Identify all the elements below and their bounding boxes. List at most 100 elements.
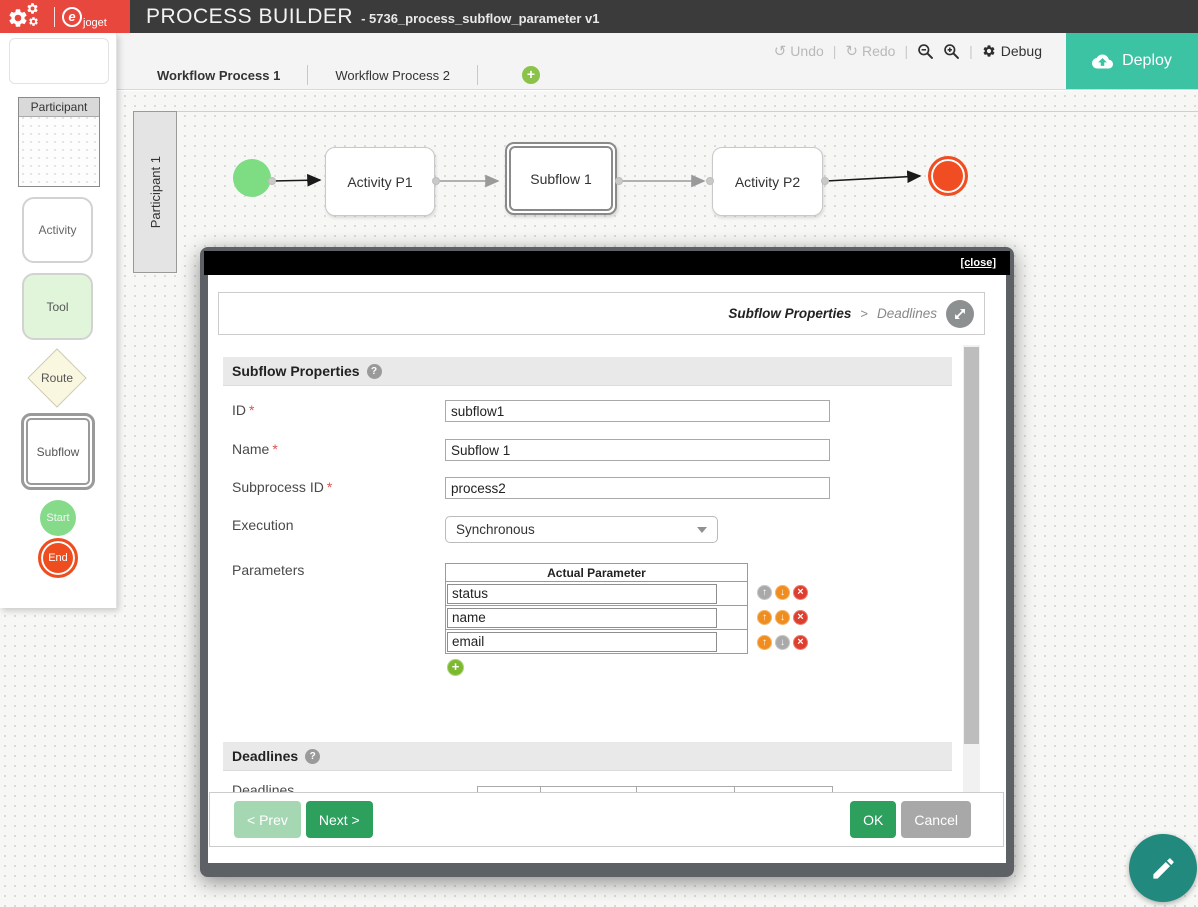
cloud-upload-icon	[1092, 51, 1113, 72]
ok-button[interactable]: OK	[850, 801, 897, 838]
edit-fab-button[interactable]	[1129, 834, 1197, 902]
prev-button[interactable]: < Prev	[234, 801, 301, 838]
pencil-icon	[1150, 855, 1177, 882]
add-parameter-button[interactable]: +	[447, 659, 464, 676]
execution-select[interactable]: Synchronous	[445, 516, 718, 543]
parameters-table: Actual Parameter	[445, 563, 748, 654]
deadlines-header-cell	[735, 786, 833, 793]
parameter-input-1[interactable]	[447, 583, 717, 604]
tab-workflow-process-1[interactable]: Workflow Process 1	[157, 67, 281, 83]
toolbar-separator: |	[904, 43, 909, 59]
debug-button[interactable]: Debug	[982, 43, 1042, 59]
palette-item-participant[interactable]: Participant	[18, 97, 100, 187]
connector-dot	[706, 177, 714, 185]
move-down-button[interactable]: ↓	[775, 610, 790, 625]
delete-row-button[interactable]: ×	[793, 635, 808, 650]
parameters-column-header: Actual Parameter	[445, 563, 748, 582]
lane-label: Participant 1	[147, 155, 163, 229]
zoom-out-icon	[917, 43, 934, 60]
parameter-input-3[interactable]	[447, 631, 717, 652]
row-actions-3: ↑ ↓ ×	[757, 635, 808, 650]
dialog-content: Subflow Properties > Deadlines Subflow P…	[208, 275, 1006, 863]
dialog-scroll-area: Subflow Properties ? ID* Name* Subproces…	[208, 345, 980, 793]
move-up-button[interactable]: ↑	[757, 635, 772, 650]
id-input[interactable]	[445, 400, 830, 422]
connector-dot	[615, 177, 623, 185]
palette-item-start[interactable]: Start	[40, 500, 76, 536]
dialog-footer: < Prev Next > OK Cancel	[209, 792, 1004, 847]
expand-icon	[951, 305, 969, 323]
palette-item-subflow[interactable]: Subflow	[21, 413, 95, 490]
breadcrumb-current: Subflow Properties	[728, 306, 852, 321]
gear-icon	[982, 44, 996, 58]
section-header-subflow-properties: Subflow Properties ?	[223, 357, 952, 386]
breadcrumb-target[interactable]: Deadlines	[876, 306, 937, 321]
shape-palette: Participant Activity Tool Route Subflow …	[0, 33, 117, 608]
move-down-button[interactable]: ↓	[775, 635, 790, 650]
tab-workflow-process-2[interactable]: Workflow Process 2	[335, 67, 450, 83]
toolbar-strip: ↺ Undo | ↻ Redo | | Debug Deploy Workflow …	[0, 33, 1198, 90]
add-process-button[interactable]: +	[521, 66, 540, 84]
delete-row-button[interactable]: ×	[793, 610, 808, 625]
subprocess-id-input[interactable]	[445, 477, 830, 499]
row-actions-1: ↑ ↓ ×	[757, 585, 808, 600]
brand-divider	[54, 6, 55, 27]
top-header-bar: e joget PROCESS BUILDER - 5736_process_s…	[0, 0, 1198, 33]
required-marker: *	[249, 402, 255, 418]
palette-item-tool[interactable]: Tool	[22, 273, 93, 340]
connector-dot	[821, 177, 829, 185]
properties-dialog: [close] Subflow Properties > Deadlines S…	[200, 247, 1014, 877]
deadlines-table-clipped	[477, 786, 833, 793]
help-icon[interactable]: ?	[366, 363, 382, 379]
deadlines-header-cell	[477, 786, 541, 793]
connector-dot	[432, 177, 440, 185]
table-row	[445, 581, 748, 606]
palette-preview-box	[9, 38, 109, 84]
start-event-node[interactable]	[233, 159, 271, 197]
palette-item-end[interactable]: End	[38, 538, 78, 578]
parameters-label: Parameters	[232, 562, 305, 578]
page-title: PROCESS BUILDER	[146, 4, 354, 28]
dialog-breadcrumb: Subflow Properties > Deadlines	[218, 292, 985, 335]
close-link[interactable]: [close]	[960, 257, 996, 269]
subflow-1-node[interactable]: Subflow 1	[505, 142, 617, 215]
cancel-button[interactable]: Cancel	[901, 801, 971, 838]
parameter-input-2[interactable]	[447, 607, 717, 628]
end-event-node[interactable]	[928, 156, 968, 196]
undo-button[interactable]: ↺ Undo	[773, 43, 824, 60]
joget-logo-icon: e	[62, 6, 82, 27]
toolbar-separator: |	[969, 43, 973, 59]
zoom-in-button[interactable]	[943, 43, 960, 60]
lane-participant-1[interactable]: Participant 1	[133, 111, 177, 273]
deploy-button[interactable]: Deploy	[1066, 33, 1198, 89]
required-marker: *	[326, 479, 333, 495]
section-header-deadlines: Deadlines ?	[223, 742, 952, 771]
name-input[interactable]	[445, 439, 830, 461]
delete-row-button[interactable]: ×	[793, 585, 808, 600]
redo-icon: ↻	[845, 43, 858, 60]
quick-toolbar: ↺ Undo | ↻ Redo | | Debug	[774, 42, 1042, 60]
joget-logo: e joget	[62, 5, 107, 29]
deadlines-field-label: Deadlines	[232, 782, 295, 793]
zoom-out-button[interactable]	[917, 43, 934, 60]
help-icon[interactable]: ?	[305, 748, 321, 764]
redo-button[interactable]: ↻ Redo	[845, 43, 896, 60]
palette-item-route[interactable]: Route	[25, 348, 89, 408]
activity-p1-node[interactable]: Activity P1	[325, 147, 435, 216]
expand-dialog-button[interactable]	[946, 299, 974, 328]
deadlines-header-cell	[637, 786, 735, 793]
dialog-scrollbar-thumb[interactable]	[964, 347, 979, 744]
toolbar-separator: |	[832, 43, 837, 59]
activity-p2-node[interactable]: Activity P2	[712, 147, 823, 216]
joget-logo-text: joget	[83, 16, 107, 29]
dialog-scrollbar-track	[963, 345, 980, 793]
move-up-button[interactable]: ↑	[757, 585, 772, 600]
palette-item-activity[interactable]: Activity	[22, 197, 93, 263]
move-up-button[interactable]: ↑	[757, 610, 772, 625]
next-button[interactable]: Next >	[305, 801, 373, 838]
dialog-title-bar: [close]	[204, 251, 1010, 275]
table-row	[445, 605, 748, 630]
deadlines-header-cell	[541, 786, 637, 793]
name-label: Name *	[232, 441, 278, 457]
move-down-button[interactable]: ↓	[775, 585, 790, 600]
